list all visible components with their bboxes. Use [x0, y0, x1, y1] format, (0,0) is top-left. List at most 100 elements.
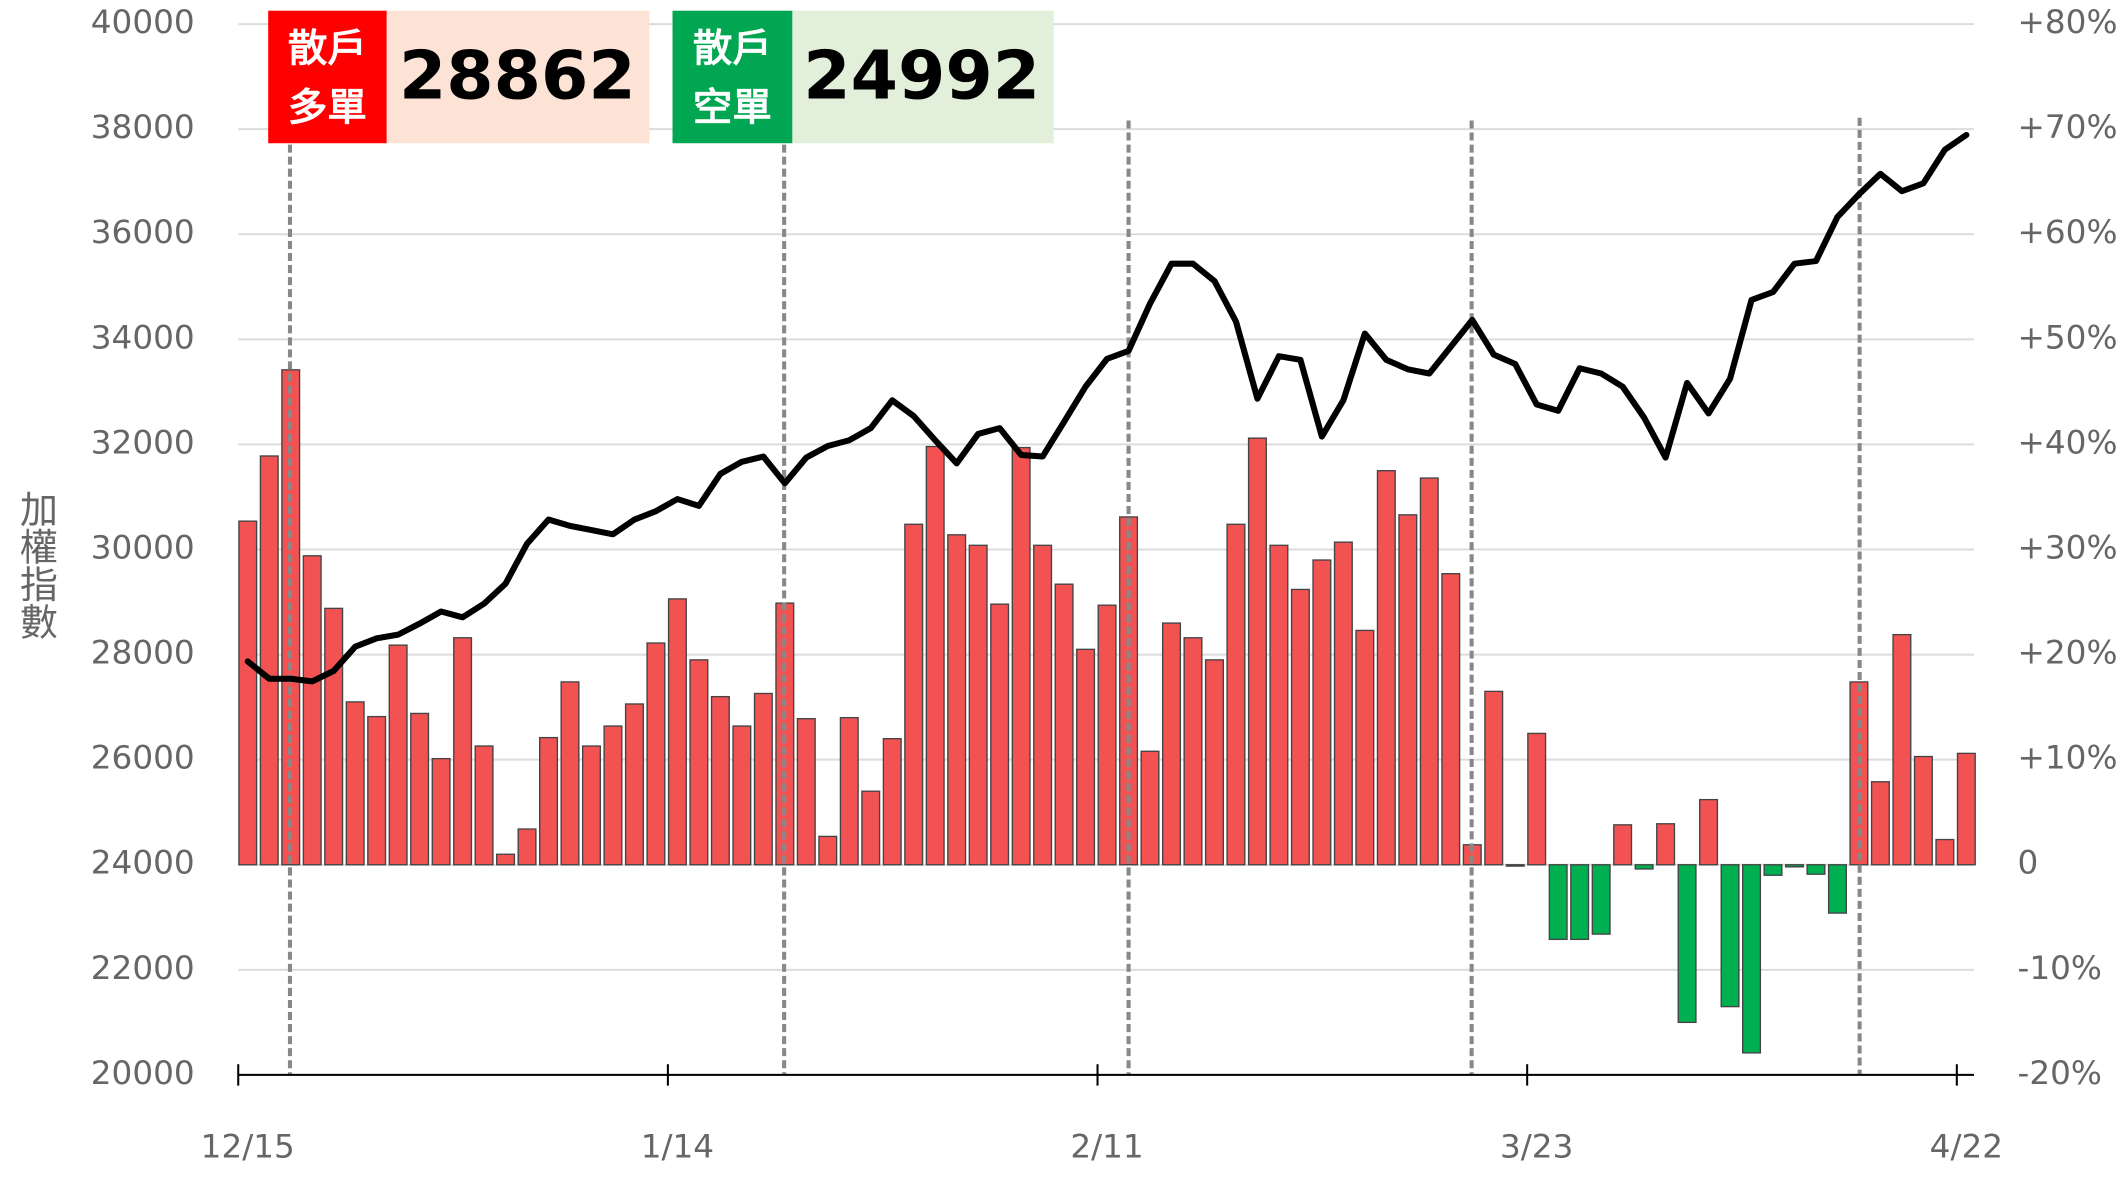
bar [1054, 583, 1074, 866]
badge-label: 散戶 [693, 27, 772, 72]
bar [1527, 732, 1547, 866]
bar [753, 692, 773, 866]
bar [1784, 864, 1805, 868]
bar [1763, 864, 1783, 876]
bar [1677, 864, 1697, 1024]
bar [453, 637, 473, 866]
bar [1076, 648, 1096, 866]
badge-value: 28862 [399, 36, 636, 114]
bar [861, 790, 881, 866]
y-tick-label: 26000 [91, 739, 195, 777]
bar [1827, 864, 1847, 914]
x-tick-label: 4/22 [1930, 1128, 2003, 1166]
badge-value: 24992 [803, 36, 1040, 114]
bar [990, 603, 1010, 866]
y-tick-label: 38000 [91, 108, 195, 146]
y2-tick-label: +30% [2018, 529, 2118, 567]
badge-value-bg [386, 10, 650, 144]
bar [1935, 838, 1955, 866]
bar [302, 555, 322, 866]
bar [1011, 446, 1031, 866]
bar [1484, 690, 1504, 866]
badge-label: 多單 [288, 86, 367, 131]
event-lines [287, 117, 1862, 1075]
bar [1290, 588, 1310, 866]
bar [345, 701, 365, 866]
bar [1097, 604, 1117, 866]
bar [474, 745, 494, 866]
bar [388, 644, 408, 866]
bar [367, 715, 387, 866]
bar [1806, 864, 1826, 875]
badge-label-bg [268, 10, 387, 144]
bar [796, 718, 816, 866]
bar [259, 455, 279, 866]
bar [925, 445, 945, 866]
x-tick-label: 3/23 [1500, 1128, 1573, 1166]
bar [1570, 864, 1590, 941]
bar [410, 712, 430, 866]
y-tick-label: 30000 [91, 529, 195, 567]
bar [1720, 864, 1740, 1008]
bar [603, 725, 623, 866]
bar [1656, 823, 1676, 866]
y2-tick-label: -10% [2018, 949, 2102, 987]
bar [1269, 544, 1289, 866]
y2-tick-label: +70% [2018, 108, 2118, 146]
grid [238, 23, 1974, 1076]
bar [238, 520, 258, 866]
bar [689, 659, 709, 866]
bar [538, 736, 559, 866]
bar [1226, 523, 1246, 866]
bar [496, 853, 516, 866]
bar [1913, 755, 1933, 866]
bar [904, 523, 924, 866]
y-tick-label: 32000 [91, 424, 195, 462]
bar [324, 607, 344, 866]
x-tick-label: 1/14 [641, 1128, 714, 1166]
bar [1183, 637, 1203, 866]
y2-tick-label: -20% [2018, 1054, 2102, 1092]
bar [947, 534, 967, 866]
bar [1376, 470, 1396, 866]
badge-value-bg [792, 10, 1054, 144]
bar [710, 695, 730, 866]
bar [1161, 622, 1182, 866]
line [244, 131, 1970, 685]
badge-label: 散戶 [288, 27, 367, 72]
y2-tick-label: 0 [2018, 844, 2039, 882]
bar [1892, 633, 1912, 866]
bar [1355, 629, 1375, 866]
y-tick-label: 28000 [91, 634, 195, 672]
x-tick-label: 12/15 [201, 1128, 295, 1166]
bar [624, 703, 644, 866]
bar [1699, 798, 1719, 866]
bar [1312, 559, 1332, 866]
bar [646, 642, 666, 866]
bar [1419, 477, 1439, 866]
y-axis-label: 加權指數 [13, 490, 57, 640]
x-tick-label: 2/11 [1070, 1128, 1143, 1166]
bar [1634, 864, 1654, 870]
bar [581, 745, 602, 866]
bar [732, 725, 752, 866]
bar [1247, 437, 1267, 866]
bar [1548, 864, 1568, 941]
bar [667, 598, 687, 866]
bar [517, 828, 537, 866]
y-tick-label: 36000 [91, 213, 195, 251]
bar [1398, 514, 1418, 866]
bar [1033, 544, 1053, 866]
y-tick-label: 40000 [91, 3, 195, 41]
y2-tick-label: +20% [2018, 634, 2118, 672]
bar [560, 681, 580, 866]
bar [1956, 752, 1976, 866]
bar [1870, 781, 1890, 866]
bar [1204, 659, 1224, 866]
lines [244, 131, 1970, 685]
y-tick-label: 20000 [91, 1054, 195, 1092]
y2-tick-label: +10% [2018, 739, 2118, 777]
